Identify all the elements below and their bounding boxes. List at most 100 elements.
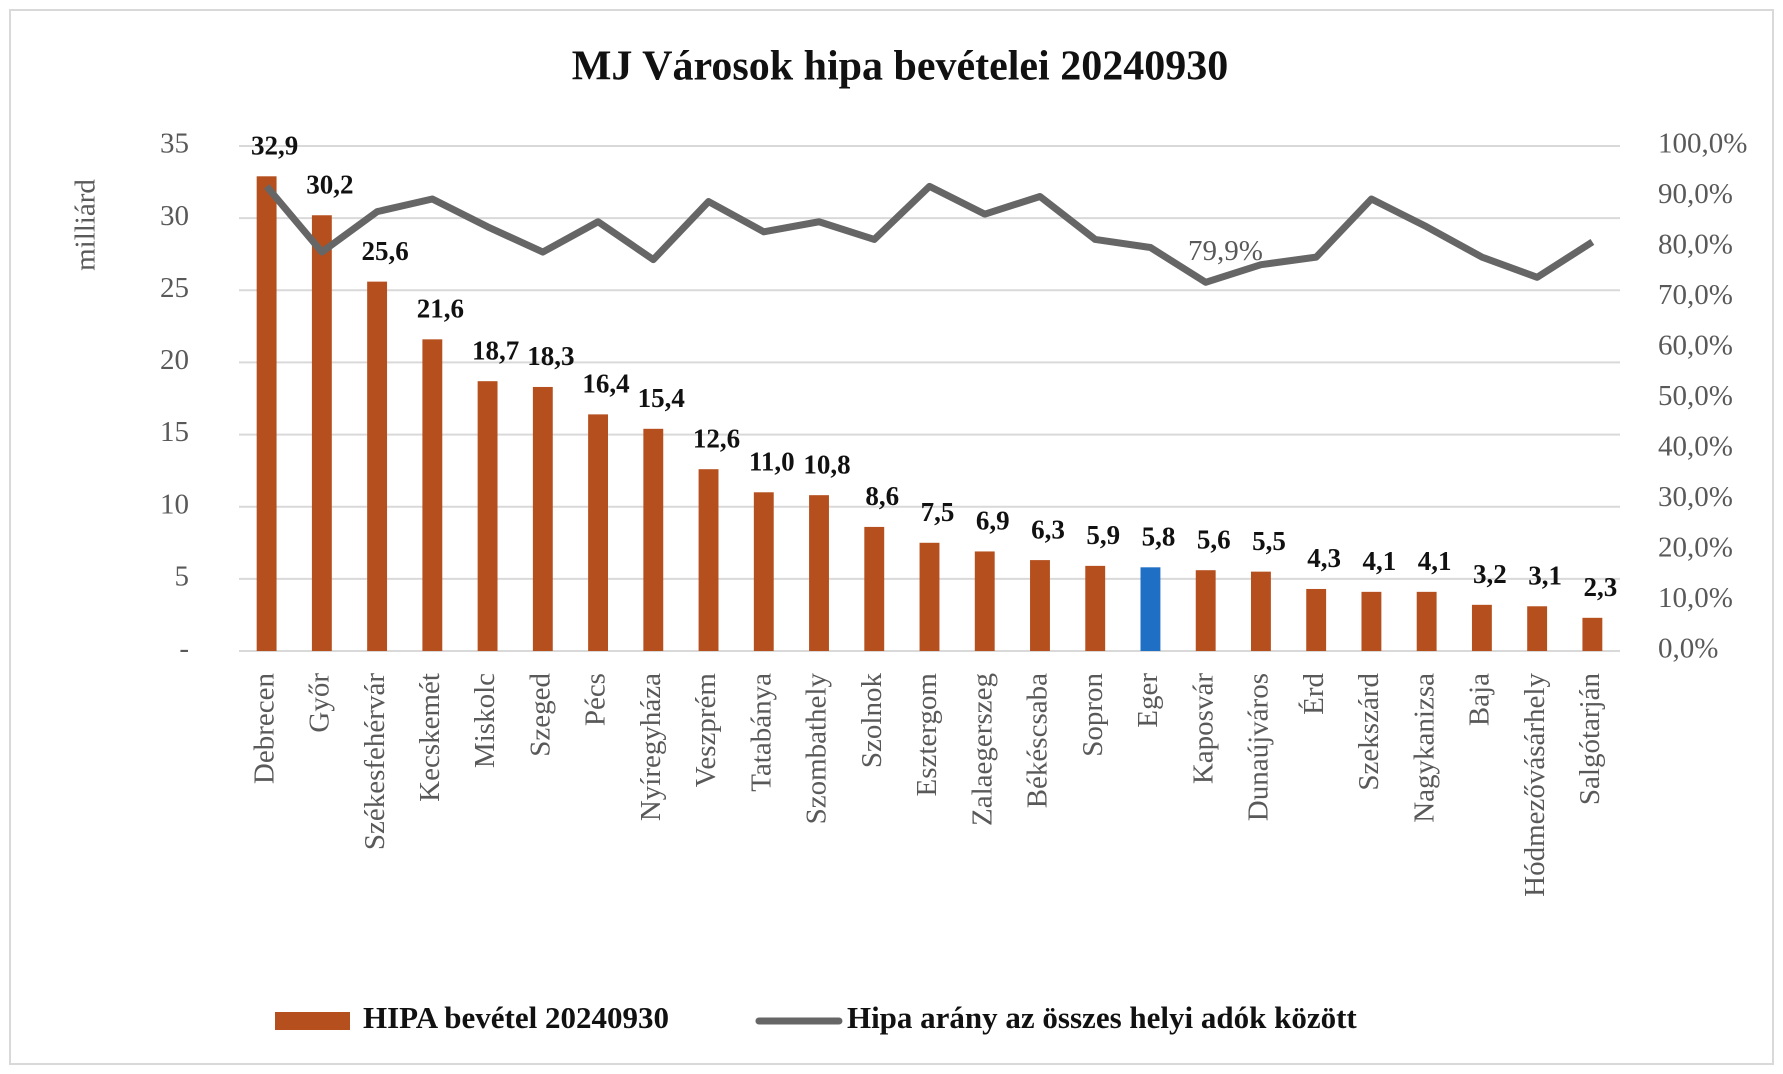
x-tick-label: Szombathely (801, 673, 833, 825)
y-tick-label: 10 (160, 488, 189, 520)
chart-border (9, 9, 1774, 1065)
bar (698, 469, 719, 651)
y2-tick-label: 90,0% (1658, 178, 1733, 210)
bar-value-label: 7,5 (921, 497, 955, 527)
line-value-label: 79,9% (1188, 235, 1263, 267)
bar (311, 215, 332, 651)
bar (1471, 604, 1492, 651)
bar (532, 386, 553, 651)
y2-tick-label: 100,0% (1658, 128, 1747, 160)
chart-title: MJ Városok hipa bevételei 20240930 (572, 44, 1228, 90)
bar (588, 414, 609, 651)
bar-value-label: 5,5 (1252, 526, 1286, 556)
x-tick-label: Érd (1297, 673, 1330, 715)
x-tick-label: Kecskemét (414, 673, 446, 802)
y2-tick-label: 40,0% (1658, 431, 1733, 463)
bar-value-label: 25,6 (361, 236, 408, 266)
bar-value-label: 2,3 (1584, 572, 1618, 602)
y-tick-label: 25 (160, 272, 189, 304)
y2-tick-label: 20,0% (1658, 532, 1733, 564)
x-tick-label: Salgótarján (1574, 673, 1606, 806)
bar (1416, 591, 1437, 651)
bar (256, 176, 277, 652)
x-tick-label: Veszprém (690, 673, 722, 788)
y-tick-label: 30 (160, 200, 189, 232)
y2-tick-label: 60,0% (1658, 330, 1733, 362)
x-tick-label: Szolnok (856, 673, 888, 769)
legend-label: HIPA bevétel 20240930 (363, 1000, 669, 1035)
x-tick-label: Dunaújváros (1243, 673, 1275, 821)
bar-value-label: 18,3 (527, 341, 574, 371)
y-tick-label: 20 (160, 344, 189, 376)
y-axis-label: milliárd (70, 179, 102, 271)
bar-value-label: 3,2 (1473, 559, 1507, 589)
x-tick-label: Békéscsaba (1022, 673, 1054, 808)
bar (477, 381, 498, 651)
bar-value-label: 12,6 (693, 423, 740, 453)
bar-value-label: 3,1 (1528, 560, 1562, 590)
x-tick-label: Miskolc (469, 673, 501, 768)
y-tick-label: 15 (160, 416, 189, 448)
bar (1306, 588, 1327, 651)
legend-label: Hipa arány az összes helyi adók között (847, 1000, 1357, 1035)
bar (1140, 567, 1161, 651)
x-tick-label: Eger (1132, 673, 1164, 728)
bar-value-label: 6,9 (976, 506, 1010, 536)
bar-value-label: 6,3 (1031, 514, 1065, 544)
line (263, 182, 1595, 286)
bar (367, 281, 388, 651)
y2-tick-label: 10,0% (1658, 582, 1733, 614)
bar-value-label: 8,6 (865, 481, 899, 511)
bar (809, 495, 829, 651)
x-tick-label: Pécs (580, 673, 612, 726)
bar (919, 542, 940, 651)
bar (1195, 570, 1216, 651)
y2-tick-label: 30,0% (1658, 481, 1733, 513)
x-tick-label: Győr (304, 673, 336, 733)
x-tick-label: Tatabánya (745, 673, 777, 792)
x-tick-label: Baja (1464, 673, 1496, 726)
bar-value-label: 4,1 (1418, 546, 1452, 576)
bar-value-label: 21,6 (417, 294, 464, 324)
x-tick-label: Szekszárd (1353, 673, 1385, 791)
bar (974, 551, 995, 651)
y-tick-label: 35 (160, 128, 189, 160)
x-tick-label: Sopron (1077, 673, 1109, 757)
bar (643, 428, 664, 651)
bar (1030, 560, 1050, 651)
bar-value-label: 5,9 (1086, 520, 1120, 550)
y2-tick-label: 70,0% (1658, 279, 1733, 311)
x-tick-label: Nagykanizsa (1408, 673, 1440, 823)
y2-tick-label: 50,0% (1658, 380, 1733, 412)
bar (864, 526, 885, 651)
bar (1527, 606, 1548, 651)
bar-value-label: 4,3 (1307, 543, 1341, 573)
bar-value-label: 5,6 (1197, 524, 1231, 554)
bar (1085, 565, 1106, 651)
bar-value-label: 4,1 (1363, 546, 1397, 576)
y2-tick-label: 0,0% (1658, 633, 1718, 665)
y-tick-label: - (179, 633, 189, 665)
x-tick-label: Esztergom (911, 673, 943, 797)
bar (1582, 617, 1603, 651)
bar-value-label: 11,0 (749, 446, 795, 476)
x-tick-label: Hódmezővásárhely (1519, 673, 1551, 897)
bar-value-label: 16,4 (582, 369, 629, 399)
bar (1361, 591, 1382, 651)
bar-value-label: 32,9 (251, 131, 298, 161)
x-tick-label: Kaposvár (1187, 673, 1219, 784)
bar-value-label: 18,7 (472, 335, 519, 365)
bar-value-label: 30,2 (306, 169, 353, 199)
y2-tick-label: 80,0% (1658, 229, 1733, 261)
x-tick-label: Debrecen (248, 673, 280, 785)
bar (1250, 571, 1271, 651)
legend-swatch (275, 1012, 350, 1030)
bar-value-label: 15,4 (638, 383, 685, 413)
bar-value-label: 10,8 (803, 449, 850, 479)
bar-value-label: 5,8 (1142, 522, 1176, 552)
x-tick-label: Szeged (524, 673, 556, 757)
x-tick-label: Zalaegerszeg (966, 673, 998, 826)
bar (753, 492, 774, 651)
x-tick-label: Székesfehérvár (359, 673, 391, 850)
